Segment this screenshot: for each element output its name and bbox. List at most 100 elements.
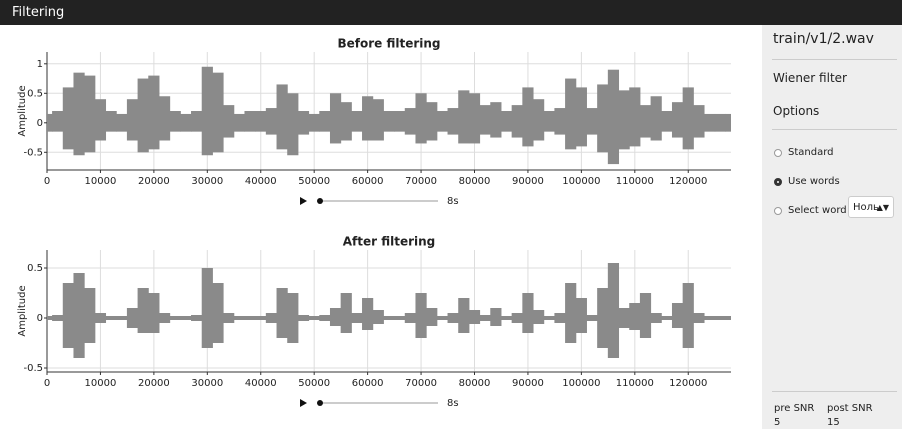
wave-segment — [693, 313, 705, 323]
wave-segment — [340, 293, 352, 333]
wave-segment — [394, 111, 406, 132]
wave-segment — [148, 293, 160, 333]
wave-segment — [543, 316, 555, 320]
wave-segment — [725, 316, 731, 320]
word-select[interactable]: Ноль ▲▼ — [848, 196, 894, 218]
metric-label: post SNR — [827, 403, 873, 414]
radio-dot — [774, 177, 782, 186]
radio-option[interactable]: Standard — [774, 147, 834, 158]
x-tick-label: 90000 — [512, 378, 544, 389]
wave-segment — [212, 72, 224, 153]
radio-label: Standard — [788, 147, 834, 158]
wave-segment — [426, 102, 438, 141]
wave-segment — [629, 87, 641, 147]
wave-segment — [661, 111, 673, 132]
x-tick-label: 40000 — [245, 378, 277, 389]
x-tick-label: 100000 — [562, 176, 600, 187]
seek-thumb — [317, 400, 323, 406]
wave-segment — [468, 310, 481, 324]
wave-segment — [126, 308, 139, 328]
x-tick-label: 80000 — [459, 378, 491, 389]
wave-segment — [479, 105, 491, 135]
wave-segment — [351, 313, 363, 323]
wave-segment — [340, 102, 352, 141]
wave-segment — [468, 93, 481, 144]
x-tick-label: 90000 — [512, 176, 544, 187]
y-tick-label: 0.5 — [27, 88, 43, 99]
x-tick-label: 100000 — [562, 378, 600, 389]
radio-label: Select word — [788, 205, 847, 216]
wave-segment — [126, 99, 139, 141]
wave-segment — [650, 313, 662, 323]
wave-segment — [137, 288, 149, 333]
radio-option[interactable]: Use words — [774, 176, 840, 187]
wave-segment — [287, 93, 299, 156]
wave-segment — [511, 105, 523, 138]
wave-segment — [169, 316, 181, 320]
wave-segment — [607, 263, 620, 358]
wave-segment — [169, 111, 181, 132]
wave-segment — [265, 108, 278, 135]
x-tick-label: 70000 — [405, 176, 437, 187]
radio-label: Use words — [788, 176, 840, 187]
wave-segment — [244, 111, 256, 132]
metric-value: 15 — [827, 417, 840, 428]
wave-segment — [639, 105, 652, 138]
wave-segment — [319, 315, 331, 321]
y-tick-label: -0.5 — [23, 147, 43, 158]
wave-segment — [650, 96, 662, 141]
wave-segment — [73, 273, 85, 358]
wave-segment — [137, 78, 149, 153]
x-tick-label: 50000 — [298, 378, 330, 389]
wave-segment — [201, 268, 213, 348]
x-tick-label: 120000 — [669, 378, 707, 389]
wave-segment — [704, 316, 716, 320]
wave-segment — [714, 316, 726, 320]
method[interactable]: Wiener filter — [773, 71, 847, 85]
wave-segment — [319, 111, 331, 132]
wave-segment — [191, 315, 203, 321]
x-tick-label: 50000 — [298, 176, 330, 187]
wave-segment — [404, 108, 416, 135]
x-tick-label: 20000 — [138, 176, 170, 187]
chart-title: Before filtering — [337, 37, 440, 51]
wave-segment — [276, 84, 288, 150]
wave-segment — [47, 316, 53, 320]
app-title: Filtering — [12, 5, 65, 20]
wave-segment — [704, 113, 716, 132]
wave-segment — [607, 69, 620, 165]
wave-segment — [233, 316, 245, 320]
wave-segment — [94, 99, 107, 141]
x-tick-label: 30000 — [191, 378, 223, 389]
play-button[interactable] — [300, 399, 307, 407]
file-name: train/v1/2.wav — [773, 31, 874, 47]
wave-segment — [62, 283, 74, 348]
wave-segment — [223, 313, 235, 323]
wave-segment — [148, 75, 160, 150]
wave-segment — [255, 111, 267, 132]
x-tick-label: 30000 — [191, 176, 223, 187]
radio-option[interactable]: Select word — [774, 205, 847, 216]
metric-label: pre SNR — [774, 403, 815, 414]
wave-segment — [533, 310, 545, 324]
x-tick-label: 20000 — [138, 378, 170, 389]
options-title[interactable]: Options — [773, 104, 820, 118]
wave-segment — [158, 313, 171, 323]
wave-segment — [84, 288, 96, 343]
duration: 8s — [447, 196, 459, 207]
wave-segment — [308, 113, 320, 132]
wave-segment — [180, 316, 192, 320]
wave-segment — [725, 113, 731, 132]
wave-segment — [597, 84, 609, 153]
wave-segment — [394, 316, 406, 320]
x-tick-label: 60000 — [352, 378, 384, 389]
wave-segment — [255, 316, 267, 320]
wave-segment — [201, 66, 213, 156]
wave-segment — [52, 315, 64, 321]
wave-segment — [479, 315, 491, 321]
play-button[interactable] — [300, 197, 307, 205]
wave-segment — [47, 113, 53, 132]
wave-segment — [233, 113, 245, 132]
wave-segment — [415, 293, 427, 338]
wave-segment — [447, 108, 459, 135]
